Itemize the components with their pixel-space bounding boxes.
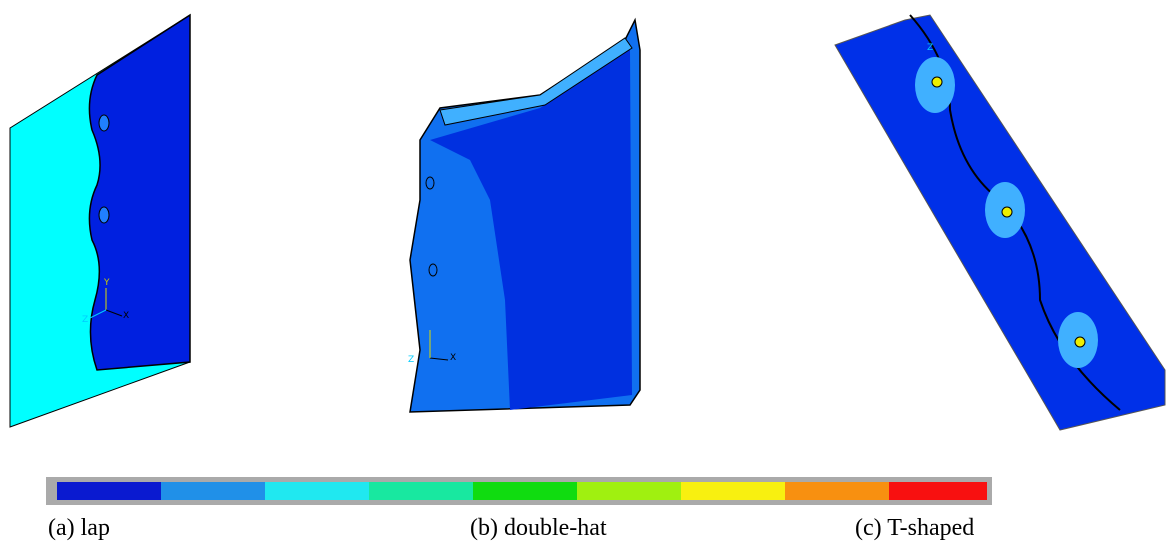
panel-lap: Y Z X <box>10 15 190 427</box>
rivet <box>1002 207 1012 217</box>
rivet <box>99 115 109 131</box>
color-swatch <box>889 482 987 500</box>
color-bar <box>46 477 992 505</box>
axis-label: Z <box>927 43 933 53</box>
color-swatch <box>577 482 681 500</box>
rivet <box>99 207 109 223</box>
axis-label: Y <box>103 278 110 288</box>
color-swatch <box>473 482 577 500</box>
axis-label: X <box>450 353 456 363</box>
color-swatch <box>785 482 889 500</box>
color-swatch <box>681 482 785 500</box>
rivet <box>932 77 942 87</box>
panel-double-hat: Z X <box>408 20 640 412</box>
color-swatch <box>57 482 161 500</box>
caption: (c) T-shaped <box>855 515 974 541</box>
caption: (b) double-hat <box>470 515 607 541</box>
panel-t-shaped: Z <box>835 15 1165 430</box>
axis-label: Z <box>408 355 414 365</box>
color-swatch <box>369 482 473 500</box>
rivet <box>1075 337 1085 347</box>
axis-label: X <box>123 311 129 321</box>
caption: (a) lap <box>48 515 110 541</box>
axis-label: Z <box>82 315 88 325</box>
color-swatch <box>265 482 369 500</box>
figure: Y Z X Z X Z (a) lap ( <box>0 0 1170 550</box>
color-swatch <box>161 482 265 500</box>
